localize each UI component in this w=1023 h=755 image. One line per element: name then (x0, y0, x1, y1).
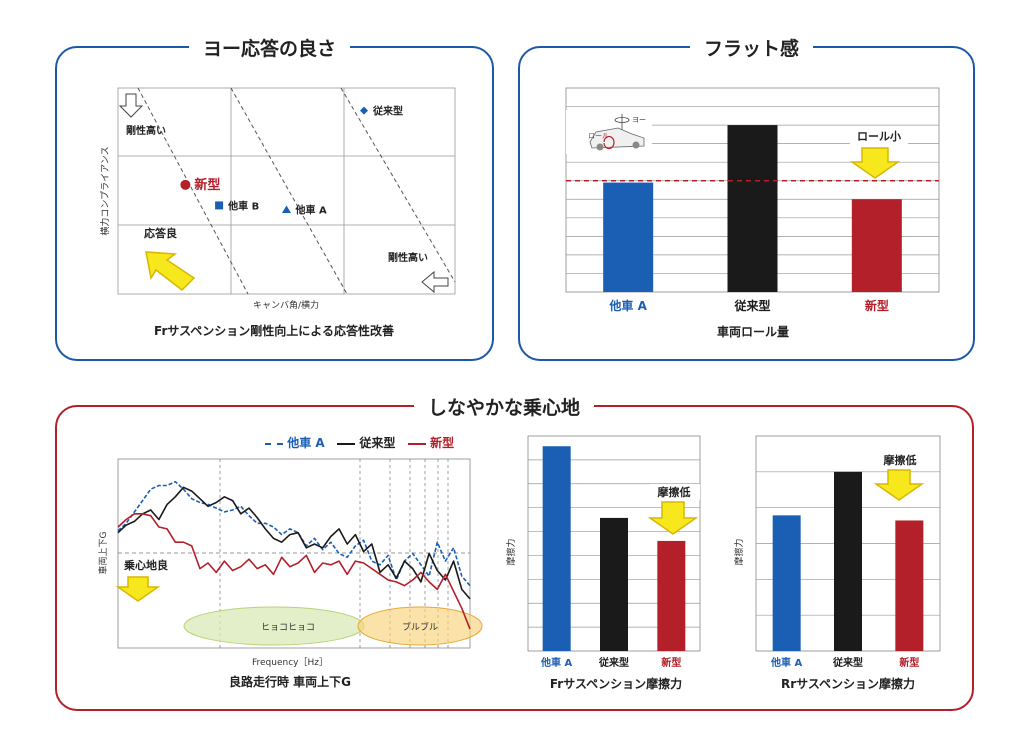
roll-bar-0 (603, 182, 654, 292)
yaw-marker-label-0: 従来型 (372, 105, 403, 118)
hyoko-label: ヒョコヒョコ (261, 622, 315, 633)
rr-friction-chart: 他車 A 従来型 新型 摩擦力 摩擦低 Rrサスペンション摩擦力 (733, 435, 941, 691)
fr-friction-bar-1 (600, 517, 628, 651)
roll-caption: 車両ロール量 (717, 324, 789, 339)
yaw-grid (117, 87, 456, 295)
rr-friction-category-label-0: 他車 A (770, 656, 802, 669)
yaw-marker-1 (180, 179, 191, 190)
yaw-x-axis-label: キャンバ角/横力 (253, 299, 319, 311)
legend-label-new: 新型 (430, 436, 455, 450)
legend-label-previous: 従来型 (359, 436, 396, 450)
yaw-icon-label: ヨー (632, 116, 646, 124)
response-arrow-icon (145, 251, 196, 291)
ride-y-axis-label: 車両上下G (97, 531, 109, 574)
fr-bars (542, 446, 686, 651)
stiff-bottom-label: 剛性高い (388, 251, 428, 264)
roll-bar-1 (727, 125, 778, 292)
fr-friction-chart: 他車 A 従来型 新型 摩擦力 摩擦低 Frサスペンション摩擦力 (505, 435, 701, 691)
roll-chart: 他車 A 従来型 新型 ヨー ロール ロール小 車両ロール量 (565, 87, 940, 339)
rr-friction-bar-1 (834, 471, 862, 651)
rr-friction-bar-0 (772, 515, 801, 651)
rr-friction-bar-2 (895, 520, 924, 651)
roll-category-label-0: 他車 A (608, 298, 647, 313)
fr-friction-category-label-0: 他車 A (540, 656, 572, 669)
legend-swatch-new (407, 442, 426, 445)
roll-category-labels: 他車 A 従来型 新型 (608, 298, 888, 313)
fr-category-labels: 他車 A 従来型 新型 (540, 656, 681, 669)
yaw-marker-label-2: 他車 B (227, 199, 259, 212)
fr-friction-caption: Frサスペンション摩擦力 (550, 676, 682, 691)
ride-x-axis-label: Frequency［Hz］ (252, 657, 328, 668)
legend-label-other-a: 他車 A (287, 436, 325, 450)
ride-comfort-label: 乗心地良 (124, 558, 168, 572)
stiff-top-arrow-icon (118, 93, 144, 118)
yaw-marker-label-3: 他車 A (295, 204, 327, 217)
ride-legend: 他車 A 従来型 新型 (265, 434, 454, 451)
rr-friction-caption: Rrサスペンション摩擦力 (781, 676, 915, 691)
stiffness-lines (137, 87, 456, 295)
car-roll-icon (566, 110, 652, 154)
ride-series-line-0 (117, 480, 471, 587)
fr-friction-low-arrow-icon (647, 501, 699, 535)
stiff-bottom-arrow-icon (421, 270, 449, 294)
yaw-response-title: ヨー応答の良さ (189, 34, 351, 61)
yaw-marker-2 (215, 201, 224, 210)
stiff-top-label: 剛性高い (126, 124, 166, 137)
ride-comfort-title: しなやかな乗心地 (414, 393, 595, 420)
buru-band (357, 606, 483, 646)
yaw-caption: Frサスペンション剛性向上による応答性改善 (154, 323, 394, 338)
fr-friction-bar-0 (542, 446, 571, 651)
roll-icon-label: ロール (588, 132, 609, 140)
legend-swatch-previous (337, 442, 356, 445)
fr-friction-y-label: 摩擦力 (505, 538, 517, 565)
roll-bars (603, 125, 902, 292)
rr-friction-category-label-2: 新型 (899, 656, 919, 669)
roll-category-label-2: 新型 (865, 298, 889, 313)
buru-label: ブルブル (402, 621, 438, 633)
roll-small-arrow-icon (849, 147, 901, 179)
rr-friction-category-label-1: 従来型 (832, 656, 863, 669)
yaw-marker-0 (360, 106, 369, 115)
roll-category-label-1: 従来型 (733, 298, 770, 313)
fr-friction-low-label: 摩擦低 (658, 485, 691, 499)
roll-small-label: ロール小 (857, 129, 901, 143)
fr-friction-bar-2 (657, 540, 686, 651)
legend-swatch-other-a (265, 442, 283, 445)
yaw-y-axis-label: 横力コンプライアンス (99, 146, 111, 235)
rr-friction-low-arrow-icon (873, 469, 925, 501)
flat-feel-title: フラット感 (690, 34, 814, 61)
ride-caption: 良路走行時 車両上下G (229, 674, 351, 689)
rr-friction-low-label: 摩擦低 (884, 453, 917, 467)
ride-comfort-arrow-icon (115, 576, 161, 602)
rr-friction-y-label: 摩擦力 (733, 538, 745, 565)
fr-friction-category-label-1: 従来型 (598, 656, 629, 669)
ride-series-lines (117, 480, 471, 630)
response-label: 応答良 (144, 226, 177, 240)
ride-g-chart: ヒョコヒョコ ブルブル 乗心地良 Frequency［Hz］ 車両上下G 良路走… (97, 458, 483, 689)
ride-series-line-2 (117, 512, 471, 630)
yaw-marker-3 (282, 205, 291, 214)
yaw-marker-label-1: 新型 (194, 177, 220, 193)
rr-category-labels: 他車 A 従来型 新型 (770, 656, 919, 669)
roll-bar-2 (851, 199, 902, 292)
fr-friction-category-label-2: 新型 (661, 656, 681, 669)
rr-bars (772, 471, 924, 651)
ride-series-line-1 (117, 486, 471, 600)
